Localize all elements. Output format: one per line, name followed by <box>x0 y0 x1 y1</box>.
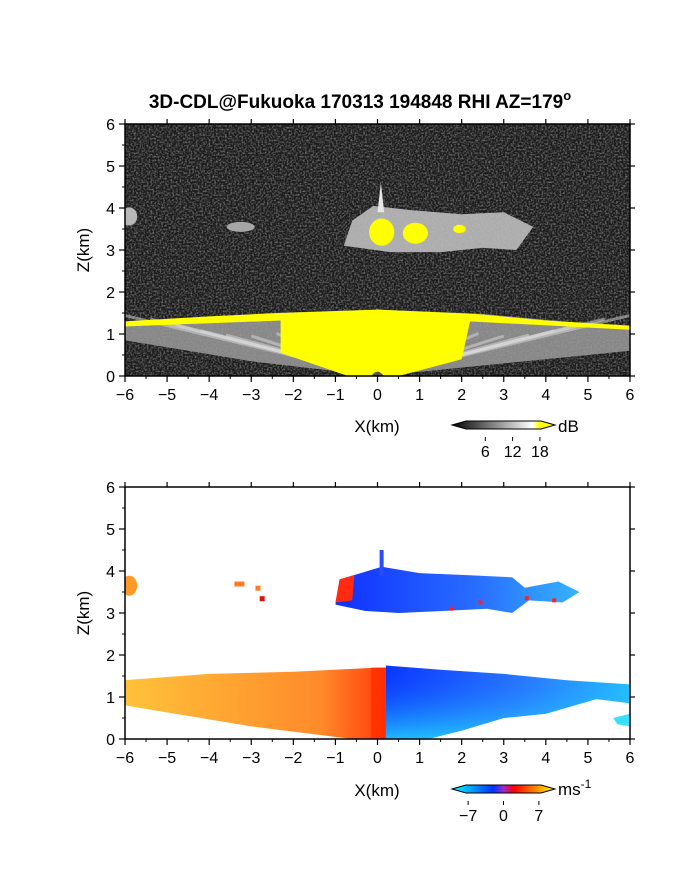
velocity-ylabel: Z(km) <box>74 591 93 635</box>
velocity-colorbar: −7 0 7 ms-1 <box>450 777 592 825</box>
reflectivity-ticks: −6 −5 −4 −3 −2 −1 0 1 2 3 4 5 6 0 1 2 3 4 5 6 <box>106 117 635 404</box>
y-tick-label: 3 <box>106 243 115 260</box>
x-tick-label: 4 <box>541 750 550 767</box>
plume-echo <box>377 182 385 213</box>
y-tick-label: 6 <box>106 480 115 497</box>
velocity-speckle <box>478 600 483 605</box>
velocity-speckle <box>552 598 557 603</box>
velocity-xlabel: X(km) <box>354 781 399 800</box>
velocity-speckle <box>449 606 454 611</box>
y-tick-label: 2 <box>106 285 115 302</box>
y-tick-label: 1 <box>106 690 115 707</box>
reflectivity-xlabel: X(km) <box>354 417 399 436</box>
y-tick-label: 5 <box>106 159 115 176</box>
x-tick-label: 0 <box>373 750 382 767</box>
cloud-fragment <box>255 585 261 591</box>
colorbar-tick-label: 0 <box>499 808 508 825</box>
colorbar-tick-label: 12 <box>504 444 522 461</box>
velocity-fragment <box>613 713 630 727</box>
x-tick-label: −2 <box>284 387 302 404</box>
reflectivity-colorbar-unit: dB <box>558 417 579 436</box>
y-tick-label: 4 <box>106 201 115 218</box>
velocity-speckle <box>524 596 529 601</box>
y-tick-label: 3 <box>106 606 115 623</box>
velocity-colorbar-bar <box>450 784 557 794</box>
cloud-saturated-patch <box>369 218 395 246</box>
x-tick-label: 1 <box>415 387 424 404</box>
negative-velocity-shading <box>385 665 630 739</box>
saturated-echo <box>125 309 630 376</box>
cloud-fragment <box>125 575 138 596</box>
x-tick-label: 5 <box>583 387 592 404</box>
positive-velocity-region <box>125 667 386 739</box>
x-tick-label: −2 <box>284 750 302 767</box>
y-tick-label: 6 <box>106 117 115 134</box>
x-tick-label: −3 <box>242 750 260 767</box>
reflectivity-ylabel: Z(km) <box>74 228 93 272</box>
x-tick-label: 5 <box>583 750 592 767</box>
x-tick-label: 6 <box>626 387 635 404</box>
plume-velocity <box>379 550 384 576</box>
cloud-fragment <box>226 221 255 232</box>
saturated-echo-left <box>280 321 353 374</box>
colorbar-tick-label: 6 <box>481 444 490 461</box>
y-tick-label: 2 <box>106 648 115 665</box>
reflectivity-colorbar-bar <box>450 420 557 430</box>
cloud-velocity-region <box>335 566 580 613</box>
x-tick-label: −4 <box>200 387 218 404</box>
y-tick-label: 5 <box>106 522 115 539</box>
colorbar-tick-label: −7 <box>459 808 477 825</box>
x-tick-label: 3 <box>499 387 508 404</box>
x-tick-label: −3 <box>242 387 260 404</box>
velocity-ticks: −6 −5 −4 −3 −2 −1 0 1 2 3 4 5 6 0 1 2 3 4 5 6 <box>106 480 635 767</box>
cloud-positive-edge <box>335 575 355 603</box>
velocity-image <box>125 487 630 739</box>
x-tick-label: −6 <box>116 750 134 767</box>
x-tick-label: −1 <box>326 387 344 404</box>
x-tick-label: 1 <box>415 750 424 767</box>
reflectivity-image <box>125 124 630 376</box>
x-tick-label: 2 <box>457 750 466 767</box>
x-tick-label: 6 <box>626 750 635 767</box>
x-tick-label: 2 <box>457 387 466 404</box>
cloud-fragment <box>125 207 138 226</box>
velocity-colorbar-unit: ms-1 <box>558 777 592 799</box>
x-tick-label: 4 <box>541 387 550 404</box>
x-tick-label: 3 <box>499 750 508 767</box>
x-tick-label: −1 <box>326 750 344 767</box>
cloud-fragment <box>259 596 265 602</box>
cloud-fragment <box>234 581 245 587</box>
x-tick-label: −6 <box>116 387 134 404</box>
colorbar-tick-label: 7 <box>534 808 543 825</box>
colorbar-tick-label: 18 <box>531 444 549 461</box>
velocity-panel: −6 −5 −4 −3 −2 −1 0 1 2 3 4 5 6 0 1 2 3 4 5 6 X(km) Z(km) −… <box>74 480 635 825</box>
y-tick-label: 0 <box>106 732 115 749</box>
reflectivity-colorbar: 6 12 18 dB <box>450 417 579 461</box>
y-tick-label: 4 <box>106 564 115 581</box>
x-tick-label: 0 <box>373 387 382 404</box>
cloud-saturated-patch <box>453 224 466 234</box>
y-tick-label: 0 <box>106 369 115 386</box>
chart-title: 3D-CDL@Fukuoka 170313 194848 RHI AZ=179o <box>149 88 571 113</box>
ground-target <box>371 371 384 376</box>
x-tick-label: −5 <box>158 387 176 404</box>
x-tick-label: −4 <box>200 750 218 767</box>
y-tick-label: 1 <box>106 327 115 344</box>
velocity-transition <box>371 667 386 739</box>
cloud-saturated-patch <box>402 222 428 244</box>
x-tick-label: −5 <box>158 750 176 767</box>
